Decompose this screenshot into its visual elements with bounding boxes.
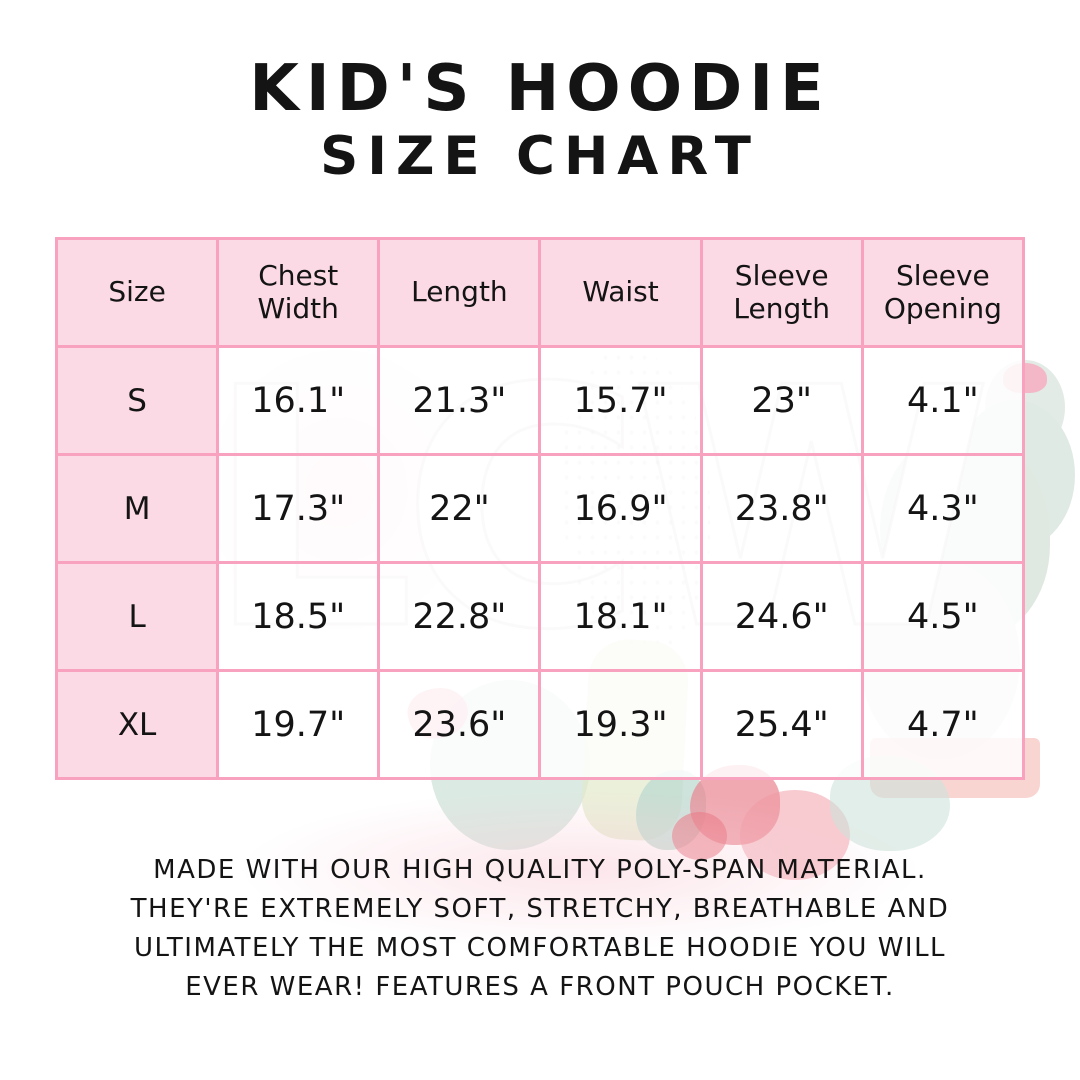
measurement-cell: 21.3" xyxy=(377,345,542,456)
measurement-cell: 4.3" xyxy=(860,453,1026,564)
header-cell-length: Length xyxy=(377,237,542,348)
measurement-cell: 18.5" xyxy=(216,561,381,672)
size-chart-table: Size Chest Width Length Waist Sleeve Len… xyxy=(54,237,1026,780)
header-cell-chest-width: Chest Width xyxy=(216,237,381,348)
measurement-cell: 24.6" xyxy=(699,561,864,672)
table-row-m: M 17.3" 22" 16.9" 23.8" 4.3" xyxy=(54,453,1026,564)
material-description: MADE WITH OUR HIGH QUALITY POLY-SPAN MAT… xyxy=(0,851,1080,1007)
size-cell: S xyxy=(54,345,220,456)
measurement-cell: 23" xyxy=(699,345,864,456)
measurement-cell: 4.1" xyxy=(860,345,1026,456)
measurement-cell: 4.5" xyxy=(860,561,1026,672)
description-line: MADE WITH OUR HIGH QUALITY POLY-SPAN MAT… xyxy=(153,855,927,885)
measurement-cell: 16.9" xyxy=(538,453,703,564)
measurement-cell: 25.4" xyxy=(699,669,864,780)
measurement-cell: 16.1" xyxy=(216,345,381,456)
measurement-cell: 23.8" xyxy=(699,453,864,564)
measurement-cell: 17.3" xyxy=(216,453,381,564)
header-cell-waist: Waist xyxy=(538,237,703,348)
table-row-l: L 18.5" 22.8" 18.1" 24.6" 4.5" xyxy=(54,561,1026,672)
description-line: EVER WEAR! FEATURES A FRONT POUCH POCKET… xyxy=(185,972,895,1002)
size-cell: XL xyxy=(54,669,220,780)
measurement-cell: 4.7" xyxy=(860,669,1026,780)
table-row-xl: XL 19.7" 23.6" 19.3" 25.4" 4.7" xyxy=(54,669,1026,780)
header: KID'S HOODIE SIZE CHART xyxy=(0,54,1080,187)
page-title: KID'S HOODIE xyxy=(249,52,831,126)
header-cell-size: Size xyxy=(54,237,220,348)
header-cell-sleeve-opening: Sleeve Opening xyxy=(860,237,1026,348)
size-cell: L xyxy=(54,561,220,672)
description-line: THEY'RE EXTREMELY SOFT, STRETCHY, BREATH… xyxy=(130,894,950,924)
measurement-cell: 22.8" xyxy=(377,561,542,672)
measurement-cell: 23.6" xyxy=(377,669,542,780)
measurement-cell: 22" xyxy=(377,453,542,564)
measurement-cell: 18.1" xyxy=(538,561,703,672)
measurement-cell: 15.7" xyxy=(538,345,703,456)
table-row-s: S 16.1" 21.3" 15.7" 23" 4.1" xyxy=(54,345,1026,456)
watermark-pink-wash xyxy=(240,790,920,950)
page-subtitle: SIZE CHART xyxy=(320,126,760,188)
measurement-cell: 19.7" xyxy=(216,669,381,780)
measurement-cell: 19.3" xyxy=(538,669,703,780)
header-cell-sleeve-length: Sleeve Length xyxy=(699,237,864,348)
header-row: Size Chest Width Length Waist Sleeve Len… xyxy=(54,237,1026,348)
description-line: ULTIMATELY THE MOST COMFORTABLE HOODIE Y… xyxy=(133,933,947,963)
size-cell: M xyxy=(54,453,220,564)
